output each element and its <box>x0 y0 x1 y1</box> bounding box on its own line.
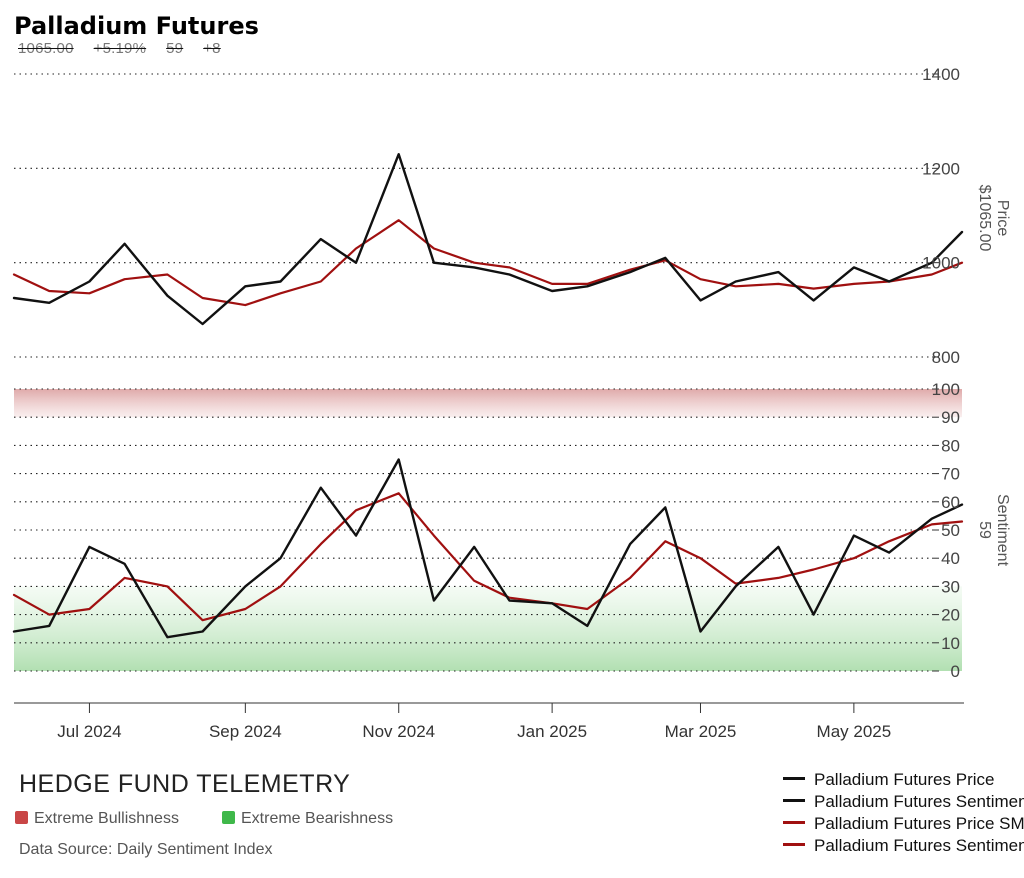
y-tick-label: 100 <box>932 380 960 399</box>
x-tick-label: Sep 2024 <box>209 722 282 741</box>
y-tick-label: 60 <box>941 493 960 512</box>
y-tick-label: 50 <box>941 521 960 540</box>
series-line-sentiment <box>12 458 964 639</box>
legend-label: Palladium Futures Sentiment <box>814 792 1024 811</box>
legend-label: Palladium Futures Sentiment SMA <box>814 836 1024 855</box>
series-line-price-sma <box>12 219 964 307</box>
page-title: Palladium Futures <box>14 12 259 40</box>
x-tick-label: Mar 2025 <box>665 722 737 741</box>
series-legend: Palladium Futures Price Palladium Future… <box>783 770 1024 858</box>
series-line-sentiment-sma <box>12 492 964 622</box>
zone-legend-bearish: Extreme Bearishness <box>222 810 393 828</box>
y-tick-label: 80 <box>941 436 960 455</box>
y-tick-label: 10 <box>941 634 960 653</box>
y-tick-label: 20 <box>941 606 960 625</box>
x-tick-label: Jan 2025 <box>517 722 587 741</box>
x-tick-label: May 2025 <box>817 722 892 741</box>
line-swatch-icon <box>783 843 805 846</box>
legend-item[interactable]: Palladium Futures Price SMA <box>783 814 1024 836</box>
line-swatch-icon <box>783 799 805 802</box>
y-tick-label: 40 <box>941 549 960 568</box>
legend-item[interactable]: Palladium Futures Price <box>783 770 1024 792</box>
bullish-swatch-icon <box>15 811 28 824</box>
zone-legend-label: Extreme Bullishness <box>34 810 179 827</box>
series-layer <box>12 152 964 639</box>
axes-layer: 800 1000 1200 1400 Price$1065.00 0 10 20 30 40 50 6… <box>14 65 1011 741</box>
brand-name: HEDGE FUND TELEMETRY <box>19 770 351 798</box>
zone-legend-label: Extreme Bearishness <box>241 810 394 827</box>
y-tick-label: 1200 <box>922 159 960 178</box>
zones-layer <box>14 389 962 671</box>
stat-sentiment: 59 <box>166 40 184 57</box>
x-tick-label: Nov 2024 <box>362 722 435 741</box>
legend-label: Palladium Futures Price <box>814 770 995 789</box>
legend-item[interactable]: Palladium Futures Sentiment <box>783 792 1024 814</box>
zone-band <box>14 586 962 671</box>
header-stats: 1065.00 +5.19% 59 +8 <box>18 40 241 57</box>
y-tick-label: 800 <box>932 348 960 367</box>
legend-label: Palladium Futures Price SMA <box>814 814 1024 833</box>
zone-band <box>14 389 962 418</box>
y-tick-label: 1000 <box>922 254 960 273</box>
y-tick-label: 90 <box>941 408 960 427</box>
zone-legend-bullish: Extreme Bullishness <box>15 810 179 828</box>
stat-sentiment-change: +8 <box>203 40 221 57</box>
bearish-swatch-icon <box>222 811 235 824</box>
y-tick-label: 1400 <box>922 65 960 84</box>
series-line-price <box>12 152 964 326</box>
y-tick-label: 30 <box>941 577 960 596</box>
stat-price: 1065.00 <box>18 40 74 57</box>
stat-change: +5.19% <box>93 40 147 57</box>
data-source: Data Source: Daily Sentiment Index <box>19 841 273 858</box>
legend-item[interactable]: Palladium Futures Sentiment SMA <box>783 836 1024 858</box>
line-swatch-icon <box>783 821 805 824</box>
grid-layer <box>14 73 939 672</box>
y-tick-label: 0 <box>951 662 960 681</box>
y-tick-label: 70 <box>941 465 960 484</box>
y-axis-title: Sentiment59 <box>976 494 1011 567</box>
y-axis-title: Price$1065.00 <box>976 185 1011 252</box>
line-swatch-icon <box>783 777 805 780</box>
x-tick-label: Jul 2024 <box>57 722 121 741</box>
